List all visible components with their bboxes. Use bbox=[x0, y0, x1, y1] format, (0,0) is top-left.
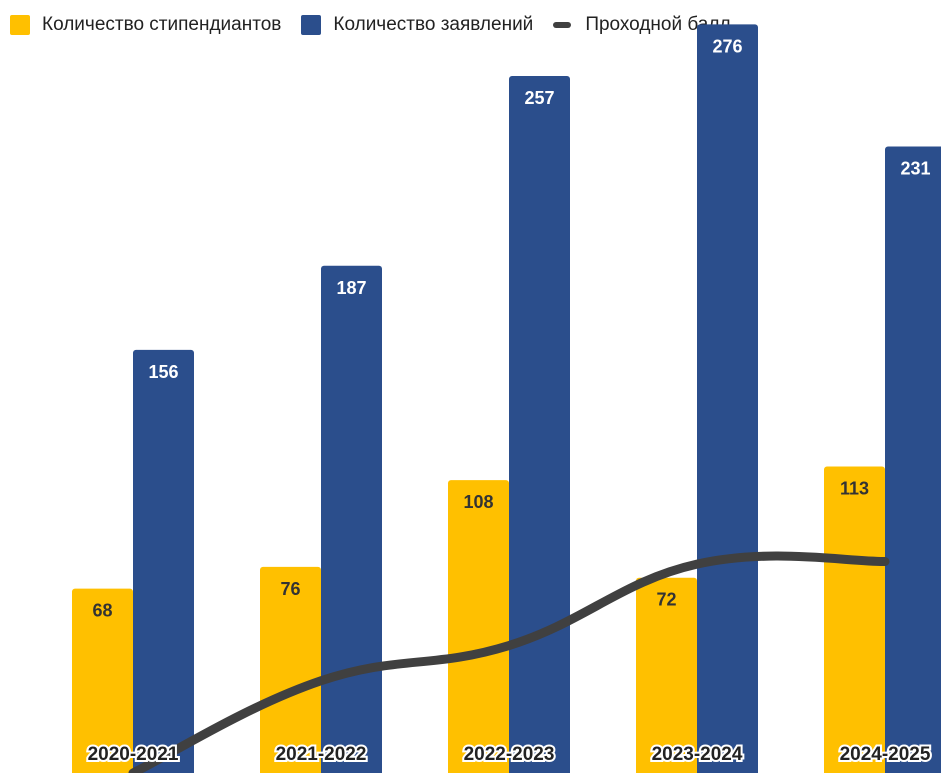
bar-applications-2020-2021 bbox=[133, 349, 194, 773]
data-label-applications-2021-2022: 187 bbox=[336, 278, 366, 298]
bar-scholars-2021-2022 bbox=[260, 566, 321, 773]
legend-item-scholars: Количество стипендиантов bbox=[10, 14, 281, 36]
bar-scholars-2020-2021 bbox=[72, 588, 133, 773]
data-label-applications-2022-2023: 257 bbox=[524, 88, 554, 108]
bar-applications-2024-2025 bbox=[885, 146, 941, 773]
data-label-applications-2020-2021: 156 bbox=[148, 362, 178, 382]
legend-item-passing-score: Проходной балл bbox=[553, 14, 731, 36]
data-label-scholars-2024-2025: 113 bbox=[840, 479, 869, 499]
legend-label-scholars: Количество стипендиантов bbox=[42, 14, 282, 35]
bar-scholars-2024-2025 bbox=[824, 466, 885, 773]
legend-label-applications: Количество заявлений bbox=[333, 14, 534, 35]
legend-line-passing-score bbox=[553, 22, 572, 28]
x-tick-label-2021-2022: 2021-2022 bbox=[276, 744, 367, 765]
legend-label-passing-score: Проходной балл bbox=[585, 14, 731, 35]
bar-applications-2021-2022 bbox=[321, 265, 382, 773]
legend-swatch-scholars bbox=[10, 15, 30, 35]
data-label-applications-2023-2024: 276 bbox=[712, 36, 742, 56]
x-tick-label-2020-2021: 2020-2021 bbox=[88, 744, 179, 765]
data-label-scholars-2023-2024: 72 bbox=[656, 590, 676, 610]
bar-applications-2023-2024 bbox=[697, 24, 758, 773]
x-tick-label-2022-2023: 2022-2023 bbox=[464, 744, 555, 765]
x-tick-label-2023-2024: 2023-2024 bbox=[652, 744, 743, 765]
data-label-scholars-2021-2022: 76 bbox=[280, 579, 300, 599]
data-label-scholars-2022-2023: 108 bbox=[463, 492, 493, 512]
chart-legend: Количество стипендиантов Количество заяв… bbox=[10, 14, 751, 36]
data-label-applications-2024-2025: 231 bbox=[900, 158, 930, 178]
legend-swatch-applications bbox=[301, 15, 322, 35]
x-tick-label-2024-2025: 2024-2025 bbox=[840, 744, 931, 765]
line-passing-score bbox=[128, 551, 890, 773]
legend-item-applications: Количество заявлений bbox=[301, 14, 533, 36]
bar-applications-2022-2023 bbox=[509, 75, 570, 773]
bar-scholars-2022-2023 bbox=[448, 480, 509, 773]
data-label-scholars-2020-2021: 68 bbox=[92, 601, 112, 621]
bar-scholars-2023-2024 bbox=[636, 577, 697, 773]
